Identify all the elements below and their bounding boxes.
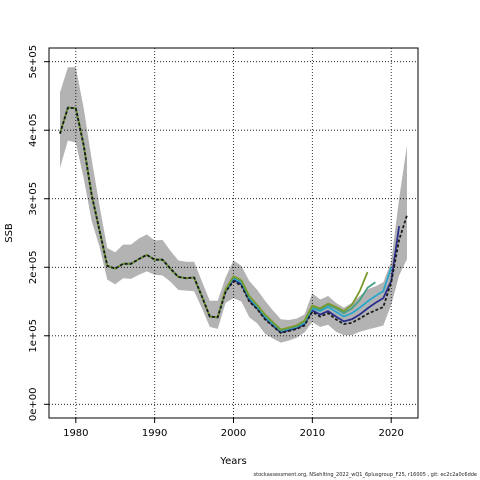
confidence-band-layer: [60, 67, 407, 343]
y-tick-label: 4e+05: [28, 113, 39, 147]
x-axis-label: Years: [219, 456, 246, 467]
x-tick-label: 2000: [221, 428, 246, 439]
x-axis: 1980 1990 2000 2010 2020: [63, 418, 404, 439]
series-line-4: [59, 106, 369, 331]
x-tick-label: 2020: [378, 428, 403, 439]
y-tick-label: 2e+05: [28, 250, 39, 284]
y-tick-label: 0e+00: [28, 387, 39, 421]
series-line-0: [59, 106, 408, 334]
footer-credit: stockassessment.org, NSehlting_2022_wQ1_…: [253, 472, 477, 478]
confidence-band: [60, 67, 407, 343]
y-axis-label: SSB: [4, 223, 15, 243]
y-tick-label: 1e+05: [28, 319, 39, 353]
x-tick-label: 1980: [63, 428, 88, 439]
y-tick-label: 5e+05: [28, 45, 39, 79]
x-tick-label: 2010: [300, 428, 325, 439]
y-tick-label: 3e+05: [28, 182, 39, 216]
x-tick-label: 1990: [142, 428, 167, 439]
y-axis: 0e+00 1e+05 2e+05 3e+05 4e+05 5e+05: [28, 45, 49, 421]
series-layer: [59, 106, 408, 334]
